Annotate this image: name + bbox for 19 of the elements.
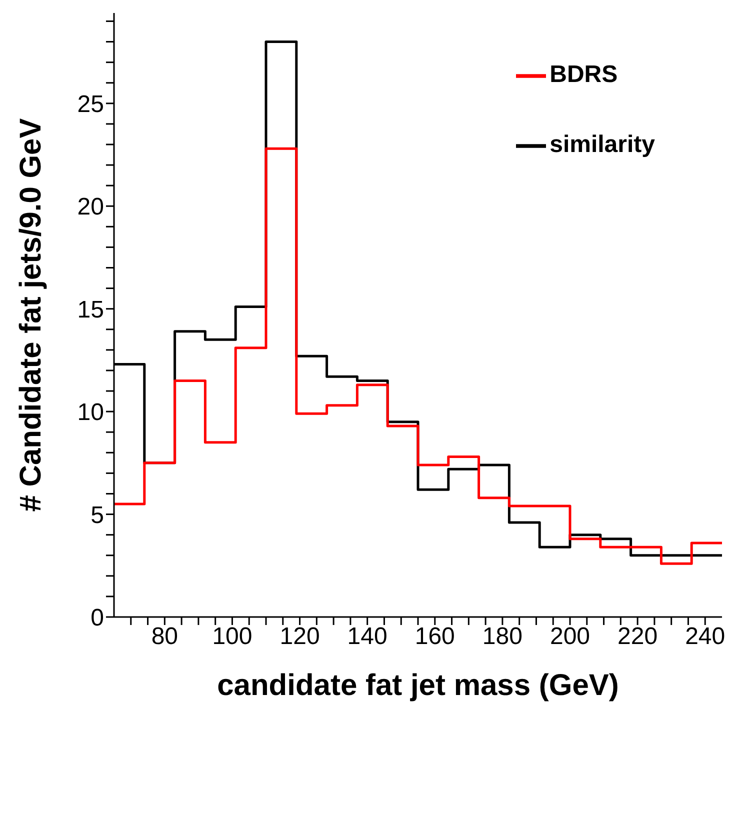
x-tick-label: 120 [280,623,320,650]
x-tick-label: 220 [618,623,658,650]
y-tick-label: 15 [77,296,104,324]
x-axis-title: candidate fat jet mass (GeV) [217,669,619,702]
x-tick-label: 200 [550,623,590,650]
y-tick-label: 20 [77,194,104,221]
x-tick-label: 140 [347,623,388,650]
legend-label: BDRS [550,61,618,88]
y-tick-label: 10 [77,399,104,426]
y-axis-title: # Candidate fat jets/9.0 GeV [14,118,48,512]
y-tick-label: 25 [77,90,104,118]
x-tick-label: 160 [414,623,455,650]
x-tick-label: 240 [685,623,726,650]
legend-label: similarity [550,131,655,158]
y-tick-label: 5 [90,502,104,529]
y-tick-label: 0 [90,604,104,632]
x-tick-label: 100 [212,623,252,650]
x-tick-label: 80 [151,623,178,650]
x-tick-label: 180 [482,623,522,650]
